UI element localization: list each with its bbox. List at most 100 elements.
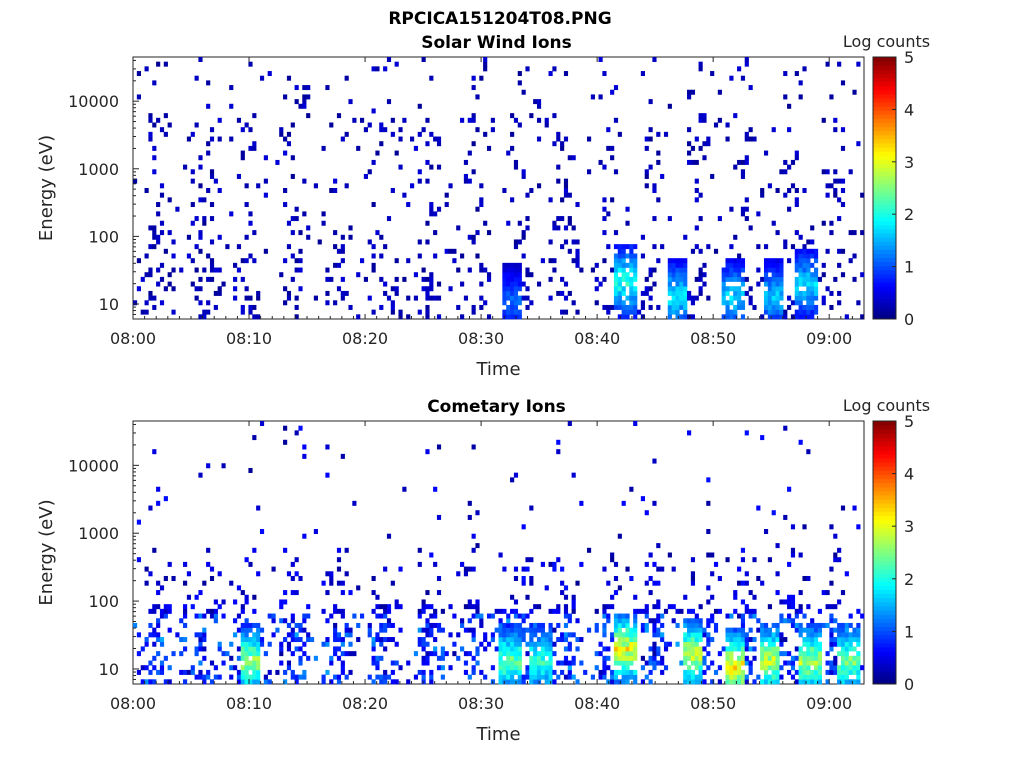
heat-cell: [556, 131, 561, 137]
heat-cell: [517, 679, 522, 685]
heat-cell: [760, 655, 765, 661]
heat-cell: [813, 627, 819, 633]
heat-cell: [852, 276, 857, 282]
heat-cell: [725, 674, 730, 680]
heat-cell: [833, 655, 838, 661]
heat-cell: [813, 674, 819, 680]
colorbar-step: [873, 192, 896, 197]
heat-cell: [429, 276, 434, 282]
heat-cell: [729, 665, 734, 671]
heat-cell: [675, 314, 680, 320]
heat-cell: [802, 524, 807, 530]
heat-cell: [171, 239, 176, 245]
heat-cell: [771, 220, 776, 226]
heat-cell: [598, 159, 603, 165]
heat-cell: [679, 300, 684, 306]
heat-cell: [613, 276, 619, 282]
heat-cell: [513, 239, 519, 245]
heat-cell: [837, 622, 842, 628]
heat-cell: [202, 197, 207, 203]
heat-cell: [698, 286, 703, 292]
colorbar-tick-label: 3: [904, 517, 914, 536]
heat-cell: [513, 117, 519, 123]
heat-cell: [194, 75, 199, 81]
heat-cell: [252, 669, 257, 675]
heat-cell: [806, 627, 811, 633]
heat-cell: [252, 608, 257, 614]
heat-cell: [617, 669, 622, 675]
heat-cell: [833, 665, 838, 671]
heat-cell: [671, 300, 676, 306]
heat-cell: [452, 258, 457, 264]
heat-cell: [713, 622, 719, 628]
heat-cell: [152, 665, 157, 671]
heat-cell: [567, 220, 572, 226]
heat-cell: [486, 613, 492, 619]
heat-cell: [290, 590, 295, 596]
heat-cell: [798, 258, 803, 264]
colorbar-step: [873, 97, 896, 103]
heat-cell: [810, 632, 815, 638]
heat-cell: [744, 197, 749, 203]
heat-cell: [813, 290, 819, 296]
heat-cell: [706, 651, 711, 657]
heat-cell: [575, 253, 580, 259]
heat-cell: [436, 281, 442, 287]
heat-cell: [729, 637, 734, 643]
heat-cell: [733, 276, 738, 282]
heat-cell: [817, 646, 822, 652]
heat-cell: [844, 665, 849, 671]
heat-cell: [733, 627, 738, 633]
heat-cell: [690, 679, 696, 685]
heat-cell: [671, 258, 676, 264]
heat-cell: [344, 674, 349, 680]
heat-cell: [844, 571, 849, 577]
heat-cell: [244, 599, 249, 605]
heat-cell: [286, 622, 292, 628]
heat-cell: [740, 262, 746, 268]
heat-cell: [463, 627, 469, 633]
heat-cell: [667, 258, 672, 264]
heat-cell: [760, 580, 765, 586]
heat-cell: [633, 244, 638, 250]
heat-cell: [740, 632, 746, 638]
heat-cell: [621, 309, 626, 315]
heat-cell: [156, 267, 161, 273]
heat-cell: [510, 627, 515, 633]
heat-cell: [613, 641, 619, 647]
heat-cell: [752, 136, 757, 142]
heat-cell: [763, 276, 769, 282]
heat-cell: [563, 613, 569, 619]
heat-cell: [837, 679, 842, 685]
heat-cell: [667, 281, 672, 287]
heat-cell: [433, 646, 438, 652]
heat-cell: [206, 463, 211, 469]
heat-cell: [771, 272, 776, 278]
heat-cell: [240, 604, 245, 610]
heat-cell: [540, 655, 545, 661]
heat-cell: [506, 622, 511, 628]
heat-cell: [794, 613, 799, 619]
heat-cell: [825, 669, 830, 675]
heat-cell: [783, 618, 788, 624]
heat-cell: [802, 188, 807, 193]
heat-cell: [806, 651, 811, 657]
heat-cell: [633, 627, 638, 633]
heat-cell: [725, 286, 730, 292]
heat-cell: [267, 641, 272, 647]
heat-cell: [713, 669, 719, 675]
heat-cell: [756, 575, 761, 581]
heat-cell: [336, 580, 342, 586]
heat-cell: [771, 632, 776, 638]
heat-cell: [625, 220, 630, 226]
heat-cell: [483, 674, 488, 680]
heat-cell: [506, 655, 511, 661]
heat-cell: [652, 57, 657, 62]
heat-cell: [806, 281, 811, 287]
heat-cell: [806, 655, 811, 661]
heat-cell: [252, 665, 257, 671]
heat-cell: [190, 669, 195, 675]
heat-cell: [837, 599, 842, 605]
heat-cell: [606, 646, 611, 652]
heat-cell: [294, 646, 299, 652]
